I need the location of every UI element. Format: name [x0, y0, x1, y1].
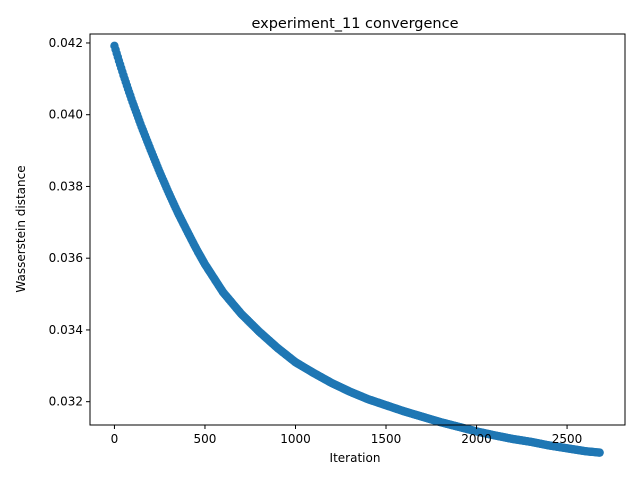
y-tick-label: 0.040	[49, 108, 83, 122]
y-tick-label: 0.032	[49, 395, 83, 409]
x-axis: 0 500 1000 1500 2000 2500	[111, 425, 583, 446]
x-tick-label: 1000	[280, 432, 311, 446]
plot-frame	[89, 33, 626, 426]
y-axis-label: Wasserstein distance	[14, 165, 28, 292]
x-tick-label: 0	[111, 432, 119, 446]
y-axis: 0.032 0.034 0.036 0.038 0.040 0.042	[49, 36, 90, 409]
x-axis-label: Iteration	[330, 451, 381, 465]
y-tick-label: 0.034	[49, 323, 83, 337]
x-tick-label: 2000	[461, 432, 492, 446]
y-tick-label: 0.042	[49, 36, 83, 50]
x-tick-label: 500	[194, 432, 217, 446]
x-tick-label: 1500	[371, 432, 402, 446]
x-tick-label: 2500	[552, 432, 583, 446]
data-point	[595, 448, 604, 457]
y-tick-label: 0.036	[49, 251, 83, 265]
y-tick-label: 0.038	[49, 179, 83, 193]
chart-title: experiment_11 convergence	[251, 16, 458, 32]
data-points	[110, 41, 604, 457]
